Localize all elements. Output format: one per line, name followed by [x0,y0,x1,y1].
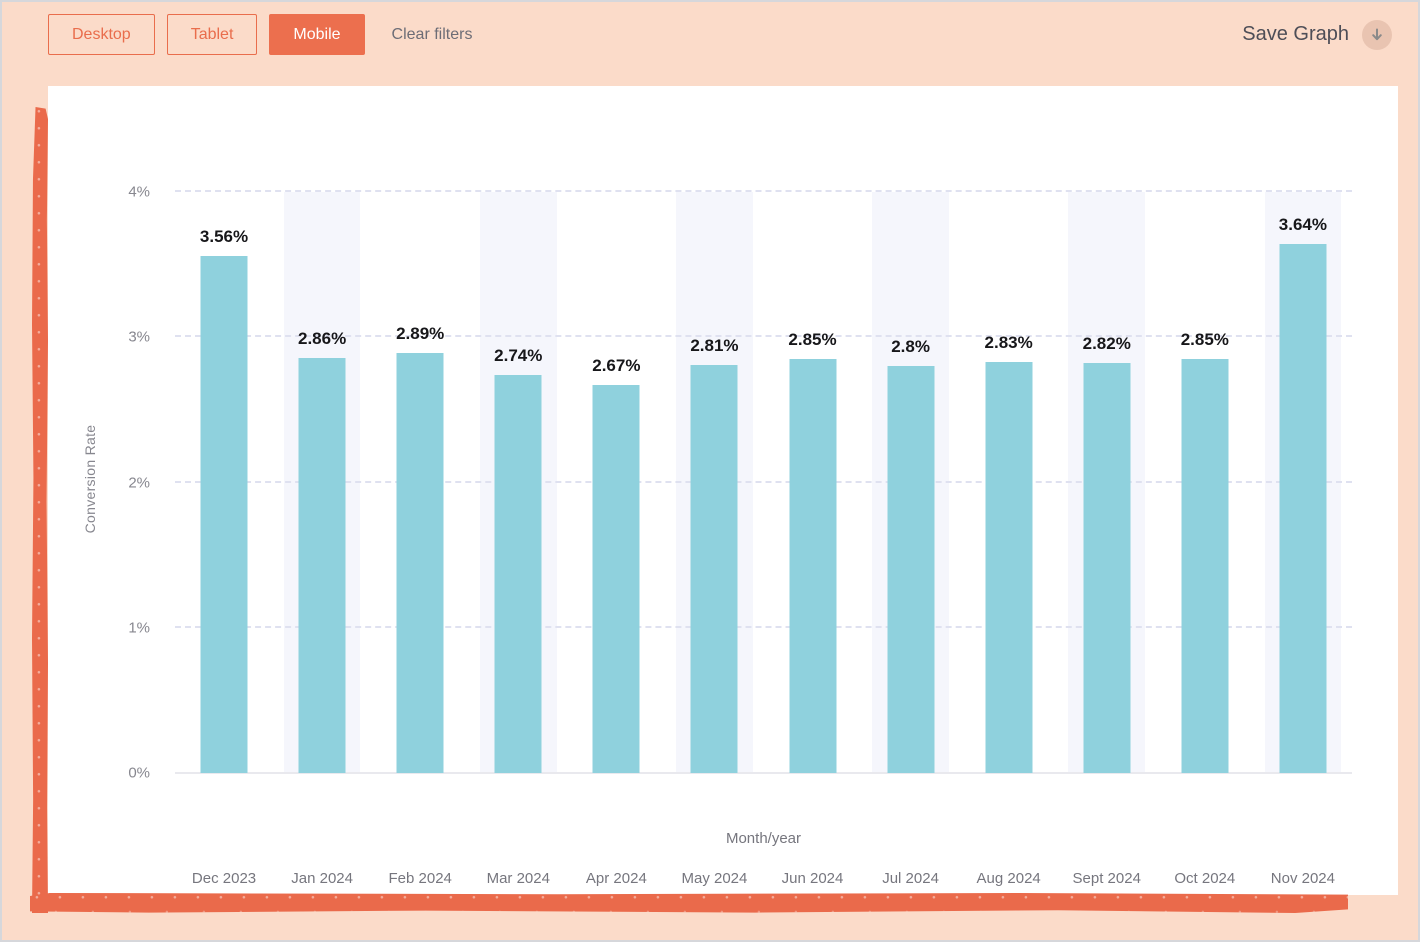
x-tick-label: Aug 2024 [976,870,1041,887]
save-graph-label[interactable]: Save Graph [1242,23,1349,45]
bar-value-label: 3.64% [1278,215,1327,235]
bar-value-label: 2.8% [891,337,930,357]
y-axis-ticks: 0% 1% 2% 3% 4% [48,184,150,782]
bar-feb-2024[interactable] [396,353,444,773]
brush-stroke-bottom [30,893,1348,913]
y-tick-label: 1% [128,619,150,637]
bar-value-label: 2.83% [984,332,1033,352]
bar-aug-2024[interactable] [985,361,1033,773]
bar-column: 2.67% [567,192,665,773]
bar-column: 2.86% [273,192,371,773]
bar-column: 2.8% [862,192,960,773]
bar-nov-2024[interactable] [1279,244,1327,773]
x-tick-label: Feb 2024 [388,870,452,887]
gridline [175,335,1352,338]
clear-filters-button[interactable]: Clear filters [391,25,473,43]
x-tick-label: Jan 2024 [291,870,353,887]
bar-jun-2024[interactable] [789,359,836,773]
bar-value-label: 2.85% [1180,330,1229,350]
bar-column: 3.64% [1254,192,1352,773]
x-tick-label: Mar 2024 [486,870,550,887]
bar-column: 2.74% [469,192,567,773]
x-axis-line [175,772,1352,774]
filter-button-tablet[interactable]: Tablet [166,14,258,55]
bar-column: 3.56% [175,192,273,773]
gridline [175,480,1352,483]
bar-value-label: 2.74% [494,346,543,366]
x-tick-label: Jul 2024 [882,870,939,887]
x-tick-label: Dec 2023 [191,870,257,887]
x-tick-label: May 2024 [681,870,748,887]
y-tick-label: 2% [128,474,150,491]
bar-column: 2.85% [763,192,861,773]
bar-column: 2.85% [1156,192,1254,773]
plot-area: 3.56% 2.86% 2.89% 2.74% 2.67% 2.81% 2.85% 2.8% 2… [175,190,1352,774]
chart-card: Conversion Rate 0% 1% 2% 3% 4% 3.56% 2.86% 2.8… [30,86,1398,913]
bar-value-label: 2.81% [690,335,739,355]
x-tick-label: Apr 2024 [585,870,647,887]
bar-jul-2024[interactable] [887,366,935,773]
bar-value-label: 2.85% [788,330,837,350]
y-tick-label: 4% [128,183,150,201]
bar-columns: 3.56% 2.86% 2.89% 2.74% 2.67% 2.81% 2.85% 2.8% 2… [175,192,1352,773]
bar-column: 2.83% [960,192,1058,773]
filter-button-mobile[interactable]: Mobile [269,14,365,55]
gridline [175,625,1352,628]
bar-value-label: 2.86% [298,328,347,348]
bar-mar-2024[interactable] [494,375,542,773]
bar-column: 2.82% [1058,192,1156,773]
bar-value-label: 2.82% [1082,334,1131,354]
x-axis-title: Month/year [725,830,802,847]
y-tick-label: 3% [128,328,150,346]
gridline [175,190,1352,192]
bar-dec-2023[interactable] [200,255,248,773]
bar-oct-2024[interactable] [1181,359,1229,773]
x-tick-label: Jun 2024 [781,870,844,887]
bar-apr-2024[interactable] [592,385,640,773]
x-tick-label: Sept 2024 [1072,870,1141,887]
bar-value-label: 3.56% [199,226,249,246]
bar-column: 2.89% [371,192,469,773]
bar-sept-2024[interactable] [1083,363,1131,773]
save-graph-download-button[interactable] [1362,19,1392,50]
x-tick-label: Oct 2024 [1174,870,1236,887]
x-axis-labels: Dec 2023 Jan 2024 Feb 2024 Mar 2024 Apr 2024… [175,870,1352,887]
brush-stroke-left [32,107,48,913]
bar-jan-2024[interactable] [298,357,346,773]
toolbar: Desktop Tablet Mobile Clear filters Save… [48,14,1392,55]
bar-value-label: 2.89% [396,324,445,344]
y-tick-label: 0% [128,764,150,782]
bar-may-2024[interactable] [690,364,738,773]
x-tick-label: Nov 2024 [1270,870,1335,887]
bar-column: 2.81% [665,192,763,773]
download-arrow-icon [1369,27,1385,43]
save-graph-group: Save Graph [1242,19,1392,50]
bar-value-label: 2.67% [592,356,641,376]
filter-button-desktop[interactable]: Desktop [48,14,155,55]
